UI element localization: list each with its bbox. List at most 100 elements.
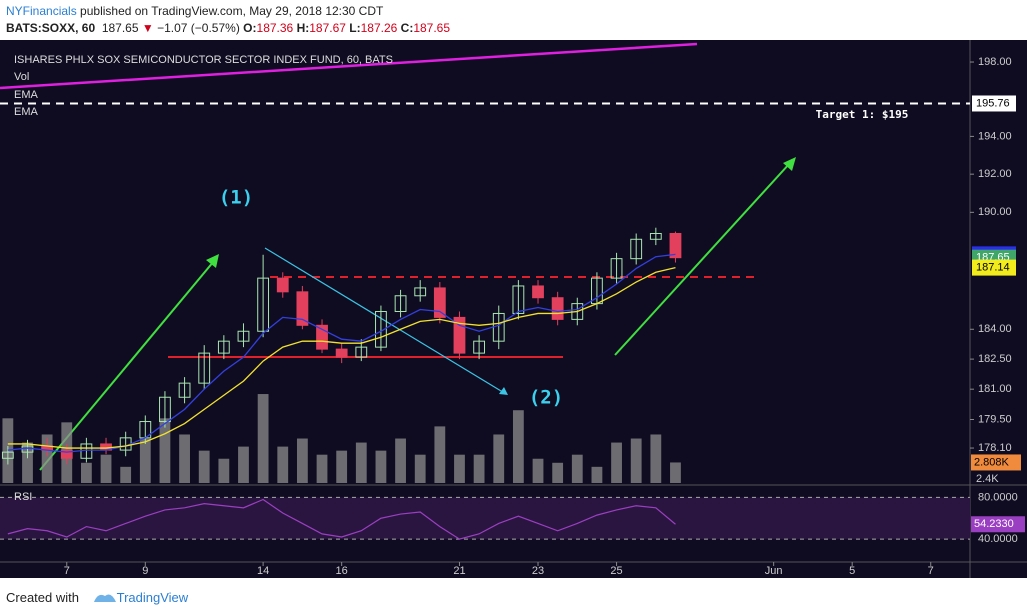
price-label: 187.14 (976, 262, 1010, 274)
ohlc-label: H: (296, 21, 310, 35)
candle-body (159, 396, 171, 423)
x-tick-label: Jun (765, 565, 783, 577)
rsi-tick-label: 40.0000 (978, 533, 1018, 545)
arrow-head (783, 157, 796, 171)
x-tick-label: 5 (849, 565, 855, 577)
candle-body (198, 352, 211, 384)
ohlc-label: O: (243, 21, 257, 35)
y-tick-label: 181.00 (978, 383, 1012, 395)
ohlc-label: C: (400, 21, 414, 35)
x-tick-label: 7 (928, 565, 934, 577)
candle-body (316, 324, 328, 350)
volume-bar (552, 462, 564, 483)
rsi-tick-label: 80.0000 (978, 491, 1018, 503)
x-tick-label: 9 (142, 565, 148, 577)
y-tick-label: 184.00 (978, 323, 1012, 335)
chart-title: ISHARES PHLX SOX SEMICONDUCTOR SECTOR IN… (14, 54, 393, 66)
x-tick-label: 16 (336, 565, 348, 577)
volume-bar (120, 466, 132, 483)
x-tick-label: 7 (64, 565, 70, 577)
y-tick-label: 192.00 (978, 168, 1012, 180)
candle-body (512, 285, 525, 314)
legend-ema: EMA (14, 89, 39, 101)
volume-bar (316, 454, 328, 483)
volume-bar (100, 454, 112, 483)
y-tick-label: 178.10 (978, 442, 1012, 454)
plot: 198.00 194.00 192.00 190.00 184.00 182.50 181.… (0, 56, 1025, 577)
x-tick-label: 25 (610, 565, 622, 577)
volume-bar (650, 434, 662, 483)
legend-ema: EMA (14, 106, 39, 118)
header-line: NYFinancials published on TradingView.co… (6, 3, 450, 20)
y-tick-label: 179.50 (978, 413, 1012, 425)
price-label-box (972, 95, 1016, 112)
x-tick-label: 14 (257, 565, 269, 577)
legend-vol: Vol (14, 71, 29, 83)
header: NYFinancials published on TradingView.co… (6, 3, 450, 37)
volume-bar (473, 454, 485, 483)
candle-body (414, 287, 427, 297)
price: 187.65 (101, 21, 139, 35)
candle-body (669, 232, 682, 259)
x-tick-label: 23 (532, 565, 544, 577)
candle-body (237, 330, 250, 342)
volume-bar (22, 442, 33, 483)
candle-body (649, 232, 662, 240)
chart: 198.00 194.00 192.00 190.00 184.00 182.50 181.… (0, 40, 1027, 578)
y-tick-label: 194.00 (978, 130, 1012, 142)
candle-body (551, 297, 564, 320)
volume-bar (80, 462, 92, 483)
candle-body (217, 340, 230, 354)
candle-body (433, 287, 446, 318)
logo (94, 594, 116, 602)
volume-bar (512, 410, 524, 483)
volume-bar (336, 450, 348, 483)
ohlc-value: 187.65 (413, 21, 451, 35)
volume-bar (218, 458, 230, 483)
volume-bar (375, 450, 387, 483)
volume-bar (257, 394, 269, 483)
ohlc-value: 187.67 (309, 21, 346, 35)
volume-bar (493, 434, 505, 483)
volume-bar (591, 466, 603, 483)
volume-bar (630, 438, 642, 483)
ohlc-value: 187.36 (256, 21, 294, 35)
header-line: BATS:SOXX, 60 187.65 ▼ −1.07 (−0.57%) O:… (6, 20, 450, 37)
candle-body (60, 449, 73, 459)
volume-bar (414, 454, 426, 483)
volume-bar (611, 442, 622, 483)
arrow-head (206, 254, 219, 268)
x-tick-label: 21 (453, 565, 465, 577)
volume-last-box (971, 454, 1021, 471)
rsi-title: RSI (14, 491, 32, 503)
y-tick-label: 190.00 (978, 206, 1012, 218)
volume-bar (41, 434, 53, 483)
candle-body (532, 285, 544, 299)
candle-body (257, 277, 270, 332)
ohlc-value: 187.26 (360, 21, 398, 35)
candle-body (453, 316, 466, 354)
candle-body (473, 340, 486, 354)
candle-body (355, 346, 368, 358)
volume-bar (139, 438, 151, 483)
price-label: 195.76 (976, 97, 1010, 109)
candle-body (178, 382, 191, 398)
volume-bar (434, 426, 446, 483)
up-arrow (614, 162, 791, 356)
annotation: (2) (529, 387, 563, 409)
price-label-box (972, 259, 1016, 276)
volume-bar (296, 438, 308, 483)
candle-body (296, 291, 309, 326)
brand[interactable]: TradingView (116, 590, 189, 605)
trend-line (0, 42, 698, 90)
ema-line (7, 266, 676, 449)
author[interactable]: NYFinancials (6, 4, 77, 18)
arrow-head (499, 387, 508, 395)
rsi-line (7, 498, 676, 540)
footer: Created with TradingView (6, 590, 188, 605)
volume-tick-label: 2.4K (976, 473, 999, 485)
volume-bar (532, 458, 544, 483)
candle-body (1, 451, 14, 459)
annotation: Target 1: $195 (816, 108, 909, 121)
